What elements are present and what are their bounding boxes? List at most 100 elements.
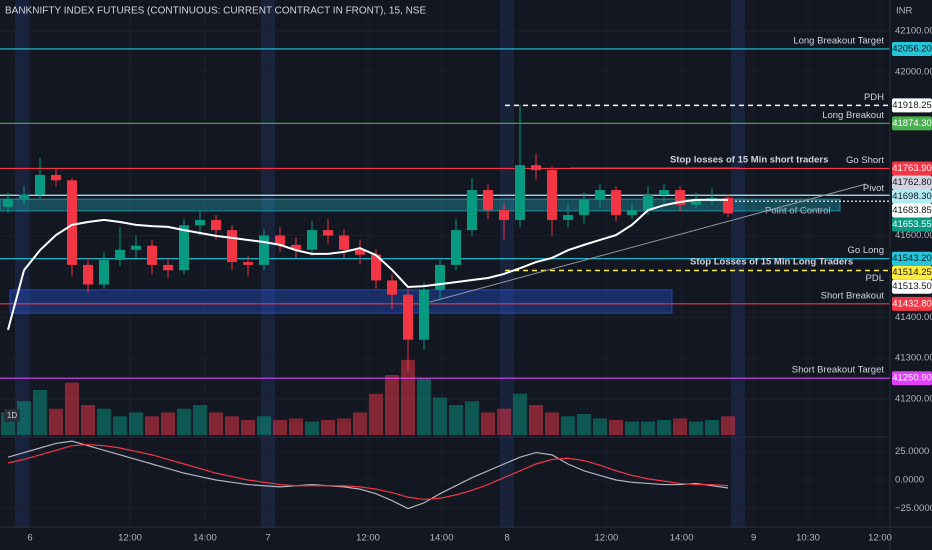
candle-body (323, 230, 333, 236)
volume-bar (721, 416, 735, 435)
volume-bar (257, 416, 271, 435)
candle-body (595, 190, 605, 200)
volume-bar (561, 416, 575, 435)
y-tick-label: 41200.00 (895, 394, 932, 405)
candle-body (723, 197, 733, 214)
price-tag-label: 41514.25 (892, 267, 932, 278)
price-tag (892, 279, 932, 294)
candle-body (483, 190, 493, 211)
volume-bar (353, 412, 367, 435)
candle-body (67, 180, 77, 265)
candle-body (499, 210, 509, 220)
price-tag-label: 42056.20 (892, 43, 932, 54)
y-tick-label: 25.0000 (895, 446, 929, 457)
volume-bar (609, 420, 623, 435)
price-tag (892, 116, 932, 131)
volume-bar (289, 418, 303, 435)
volume-bar (65, 382, 79, 435)
volume-bar (161, 412, 175, 435)
volume-bar (513, 393, 527, 435)
zone (9, 289, 673, 314)
candle-body (227, 230, 237, 263)
x-tick-label: 12:00 (595, 533, 619, 544)
price-tag-label: 41250.90 (892, 373, 932, 384)
candle-body (259, 235, 269, 265)
volume-bar (641, 421, 655, 435)
volume-bar (465, 401, 479, 435)
candle-body (195, 219, 205, 226)
level-label: Short Breakout (821, 290, 885, 301)
volume-bar (177, 408, 191, 435)
volume-bar (273, 420, 287, 435)
price-tag-label: 41653.55 (892, 219, 932, 230)
x-tick-label: 14:00 (193, 533, 217, 544)
x-tick-label: 12:00 (118, 533, 142, 544)
candle-body (419, 289, 429, 340)
candle-body (307, 230, 317, 250)
price-tag (892, 296, 932, 311)
price-tag-label: 41683.85 (892, 205, 932, 216)
candle-body (435, 264, 445, 290)
candle-body (627, 210, 637, 216)
levels (0, 48, 890, 379)
candle-body (467, 190, 477, 231)
volume-bar (401, 360, 415, 435)
candle-body (515, 165, 525, 220)
x-tick-label: 12:00 (356, 533, 380, 544)
interval-badge: 1D (7, 411, 17, 420)
candle-body (291, 244, 301, 250)
volume-bar (689, 421, 703, 435)
candle-body (243, 262, 253, 265)
volume-bar (481, 412, 495, 435)
candle-body (707, 197, 717, 200)
volume-bar (193, 405, 207, 435)
volume-bar (17, 401, 31, 435)
price-tag-label: 41763.90 (892, 163, 932, 174)
candle-body (547, 170, 557, 220)
price-tag (892, 98, 932, 113)
oscillator-line (7, 440, 729, 510)
candle-body (451, 230, 461, 265)
level-label: PDL (866, 273, 884, 284)
candle-body (643, 194, 653, 211)
annotation: Stop Losses of 15 Min Long Traders (690, 257, 853, 268)
candle-body (35, 174, 45, 195)
price-tag-label: 41918.25 (892, 100, 932, 111)
session-band (731, 0, 745, 528)
y-tick-label: 42100.00 (895, 26, 932, 37)
volume-bar (705, 420, 719, 435)
price-tag-label: 41698.30 (892, 191, 932, 202)
price-tag (892, 41, 932, 56)
volume-bar (449, 405, 463, 435)
y-tick-label: 41600.00 (895, 230, 932, 241)
price-tag (892, 175, 932, 190)
price-tag (892, 217, 932, 232)
volume-bar (433, 397, 447, 435)
x-tick-label: 7 (265, 533, 270, 544)
candle-body (51, 174, 61, 181)
volume-bar (97, 408, 111, 435)
candle-body (275, 235, 285, 245)
candle-body (131, 245, 141, 250)
x-tick-label: 6 (27, 533, 32, 544)
volume-bar (385, 375, 399, 435)
candle-body (403, 294, 413, 340)
volume-bar (593, 418, 607, 435)
candle-body (115, 249, 125, 261)
volume-bar (545, 412, 559, 435)
level-label: Go Long (848, 245, 884, 256)
volume-bar (497, 408, 511, 435)
volume-bar (625, 421, 639, 435)
price-tag-label: 41513.50 (892, 281, 932, 292)
grid (267, 0, 508, 527)
level-label: PDH (864, 92, 884, 103)
y-tick-label: 42000.00 (895, 66, 932, 77)
candle-body (531, 165, 541, 171)
candle-body (387, 280, 397, 295)
y-tick-label: 41400.00 (895, 312, 932, 323)
volume-bar (577, 414, 591, 435)
candle-body (99, 260, 109, 285)
candle-body (211, 219, 221, 231)
price-tag-label: 41762.80 (892, 177, 932, 188)
